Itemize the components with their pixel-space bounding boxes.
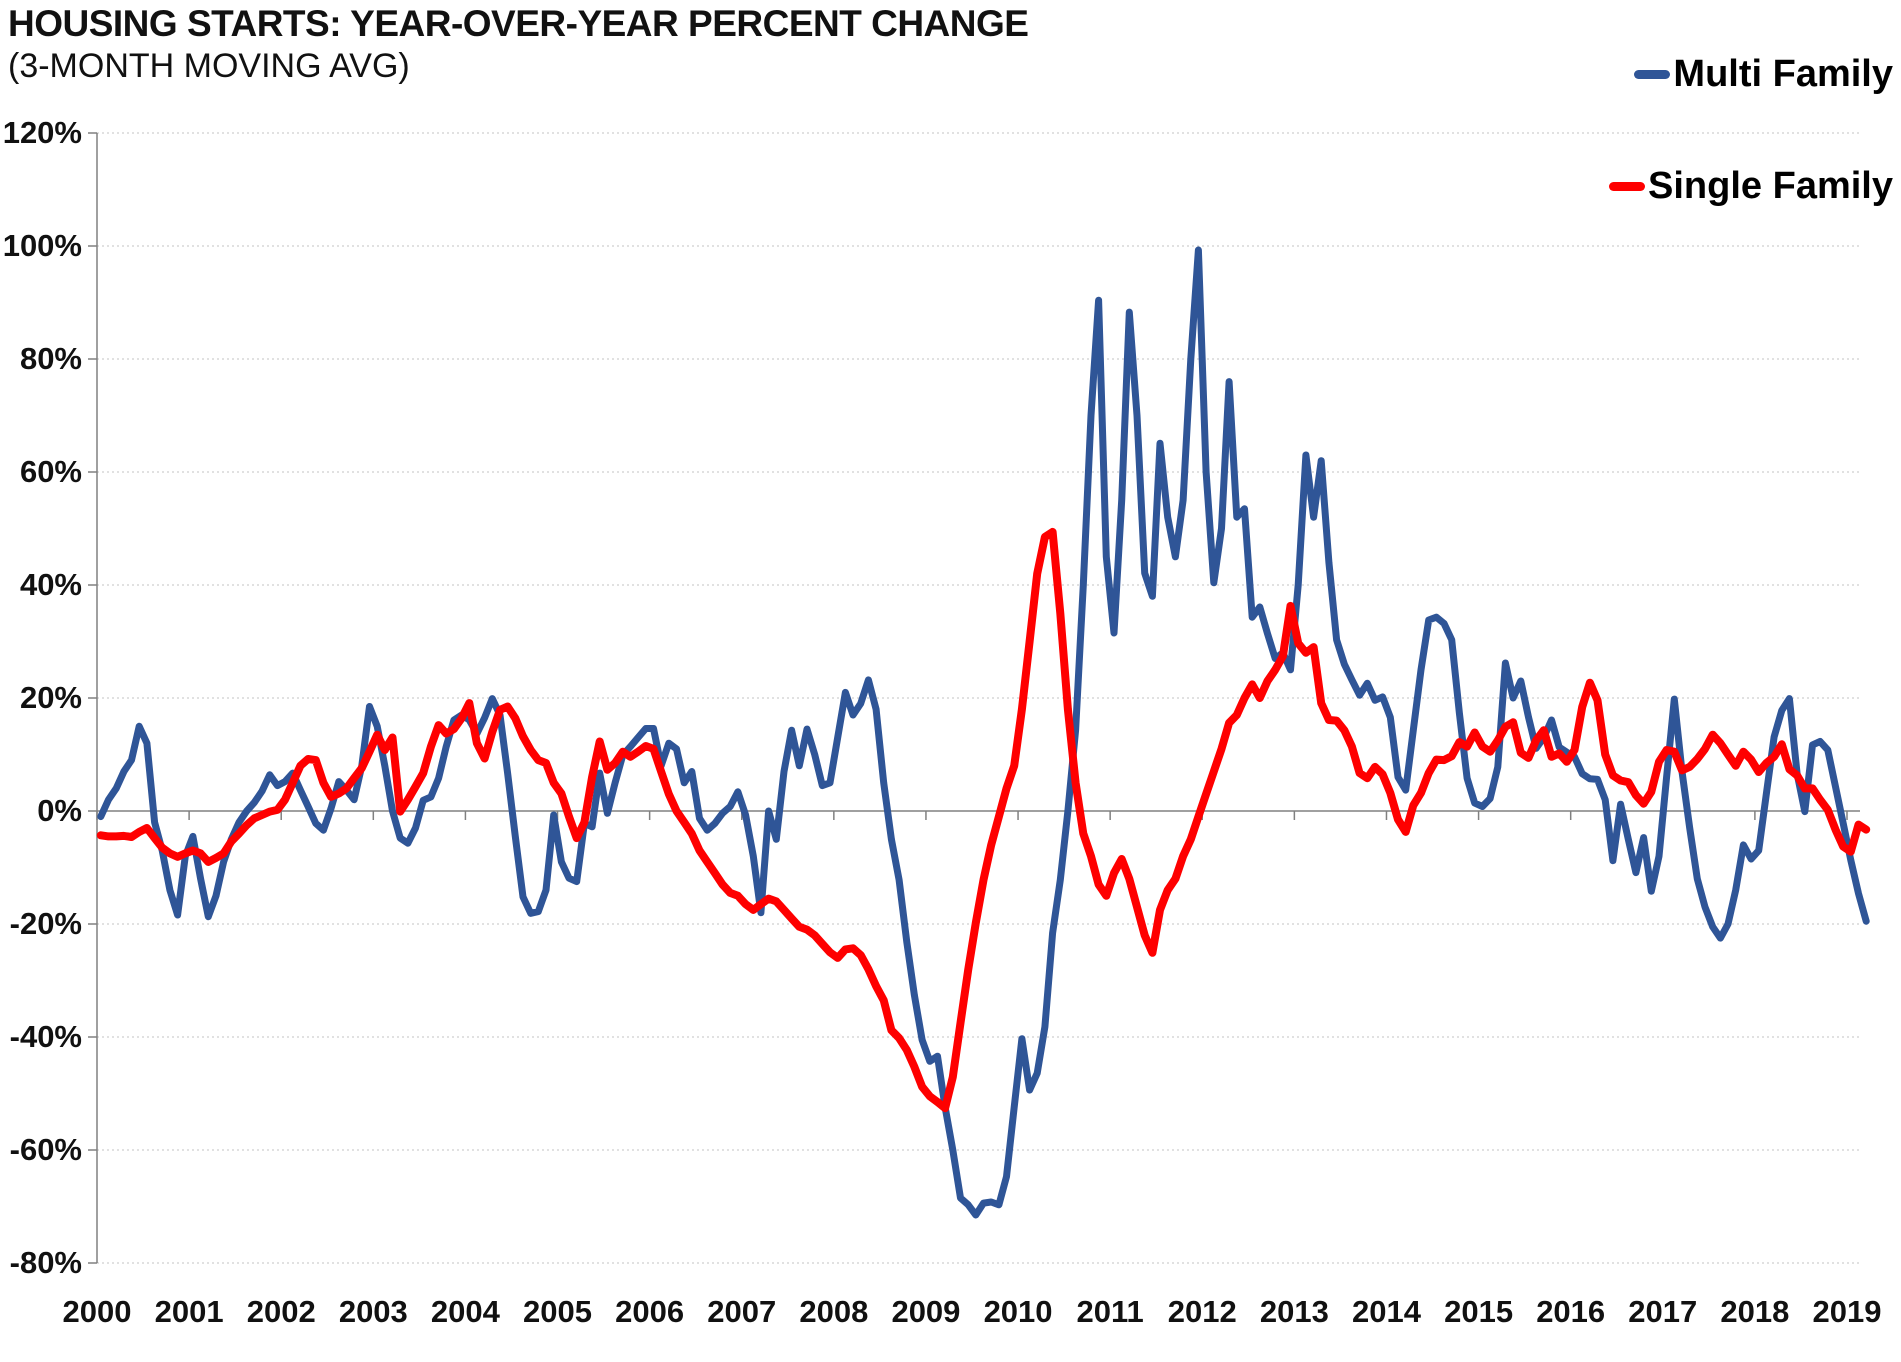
- y-axis-label-100%: 100%: [3, 228, 82, 263]
- x-axis-label-2015: 2015: [1444, 1294, 1513, 1329]
- legend-label-multi-family: Multi Family: [1673, 52, 1893, 95]
- x-axis-label-2008: 2008: [799, 1294, 868, 1329]
- legend-label-single-family: Single Family: [1648, 164, 1893, 207]
- x-axis-label-2003: 2003: [339, 1294, 408, 1329]
- legend-item-multi-family: Multi Family: [1609, 44, 1893, 104]
- x-axis-label-2017: 2017: [1628, 1294, 1697, 1329]
- x-axis-label-2012: 2012: [1168, 1294, 1237, 1329]
- series-line-single-family: [96, 527, 1871, 1113]
- x-axis-label-2010: 2010: [984, 1294, 1053, 1329]
- x-axis-label-2001: 2001: [155, 1294, 224, 1329]
- x-axis-label-2002: 2002: [247, 1294, 316, 1329]
- y-axis-label-80%: 80%: [20, 341, 82, 376]
- x-axis-label-2019: 2019: [1813, 1294, 1882, 1329]
- legend: Multi Family Single Family: [1609, 44, 1893, 268]
- x-axis-label-2005: 2005: [523, 1294, 592, 1329]
- x-axis-label-2000: 2000: [63, 1294, 132, 1329]
- x-axis-label-2016: 2016: [1536, 1294, 1605, 1329]
- y-axis-label--20%: -20%: [10, 906, 82, 941]
- chart-subtitle: (3-MONTH MOVING AVG): [8, 47, 410, 86]
- x-axis-label-2013: 2013: [1260, 1294, 1329, 1329]
- x-axis-label-2009: 2009: [891, 1294, 960, 1329]
- y-axis-label--60%: -60%: [10, 1132, 82, 1167]
- title-block: HOUSING STARTS: YEAR-OVER-YEAR PERCENT C…: [8, 2, 1029, 87]
- y-axis-label-20%: 20%: [20, 680, 82, 715]
- x-axis-label-2004: 2004: [431, 1294, 501, 1329]
- x-axis-label-2018: 2018: [1720, 1294, 1789, 1329]
- y-axis-label-60%: 60%: [20, 454, 82, 489]
- multi-family-keyline-icon: [1634, 69, 1671, 79]
- y-axis-label-40%: 40%: [20, 567, 82, 602]
- x-axis-label-2011: 2011: [1077, 1294, 1144, 1329]
- x-axis-label-2007: 2007: [707, 1294, 776, 1329]
- legend-item-single-family: Single Family: [1609, 156, 1893, 216]
- single-family-keyline-icon: [1609, 181, 1646, 191]
- x-axis-label-2006: 2006: [615, 1294, 684, 1329]
- y-axis-label--40%: -40%: [10, 1019, 82, 1054]
- chart-title: HOUSING STARTS: YEAR-OVER-YEAR PERCENT C…: [8, 3, 1029, 44]
- y-axis-label-120%: 120%: [3, 115, 82, 150]
- y-axis-label-0%: 0%: [37, 793, 82, 828]
- x-axis-label-2014: 2014: [1352, 1294, 1422, 1329]
- y-axis-label--80%: -80%: [10, 1245, 82, 1280]
